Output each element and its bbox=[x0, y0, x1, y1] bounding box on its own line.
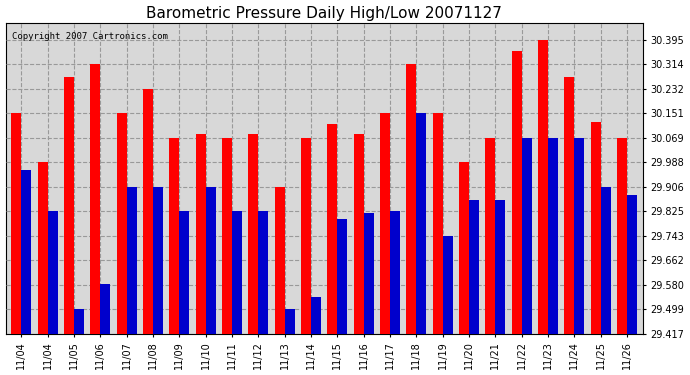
Bar bbox=[512, 51, 522, 375]
Bar bbox=[601, 187, 611, 375]
Bar bbox=[74, 309, 84, 375]
Bar bbox=[416, 113, 426, 375]
Bar bbox=[443, 236, 453, 375]
Bar bbox=[538, 40, 548, 375]
Bar bbox=[153, 187, 163, 375]
Bar bbox=[459, 162, 469, 375]
Bar bbox=[354, 134, 364, 375]
Bar bbox=[222, 138, 232, 375]
Bar bbox=[564, 77, 574, 375]
Bar bbox=[127, 187, 137, 375]
Bar bbox=[196, 134, 206, 375]
Bar bbox=[327, 124, 337, 375]
Bar bbox=[206, 187, 216, 375]
Bar bbox=[469, 200, 479, 375]
Text: Copyright 2007 Cartronics.com: Copyright 2007 Cartronics.com bbox=[12, 32, 168, 41]
Bar bbox=[248, 134, 258, 375]
Bar bbox=[591, 122, 601, 375]
Bar bbox=[169, 138, 179, 375]
Bar bbox=[574, 138, 584, 375]
Bar bbox=[380, 113, 390, 375]
Bar bbox=[143, 88, 153, 375]
Bar bbox=[64, 77, 74, 375]
Bar bbox=[48, 211, 58, 375]
Bar bbox=[406, 64, 416, 375]
Bar bbox=[275, 187, 285, 375]
Bar bbox=[433, 113, 443, 375]
Bar bbox=[117, 113, 127, 375]
Bar bbox=[390, 211, 400, 375]
Bar bbox=[548, 138, 558, 375]
Bar bbox=[485, 138, 495, 375]
Bar bbox=[301, 138, 311, 375]
Bar bbox=[337, 219, 347, 375]
Bar bbox=[285, 309, 295, 375]
Bar bbox=[311, 297, 321, 375]
Bar bbox=[258, 211, 268, 375]
Bar bbox=[627, 195, 637, 375]
Bar bbox=[179, 211, 189, 375]
Bar bbox=[90, 64, 100, 375]
Bar bbox=[38, 162, 48, 375]
Bar bbox=[522, 138, 532, 375]
Bar bbox=[21, 171, 31, 375]
Bar bbox=[232, 211, 242, 375]
Bar bbox=[100, 284, 110, 375]
Bar bbox=[364, 213, 374, 375]
Title: Barometric Pressure Daily High/Low 20071127: Barometric Pressure Daily High/Low 20071… bbox=[146, 6, 502, 21]
Bar bbox=[617, 138, 627, 375]
Bar bbox=[11, 113, 21, 375]
Bar bbox=[495, 200, 505, 375]
